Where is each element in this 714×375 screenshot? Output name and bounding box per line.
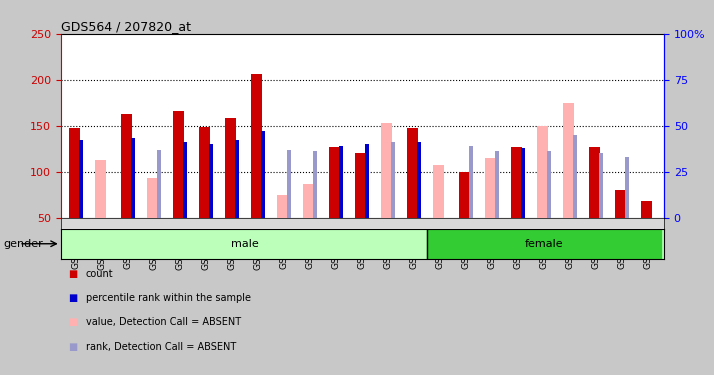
Bar — [157, 150, 161, 217]
Bar — [573, 135, 577, 218]
Bar — [599, 153, 603, 218]
Text: GDS564 / 207820_at: GDS564 / 207820_at — [61, 20, 191, 33]
Bar — [287, 150, 291, 217]
Text: rank, Detection Call = ABSENT: rank, Detection Call = ABSENT — [86, 342, 236, 352]
Bar — [495, 152, 499, 217]
Text: ■: ■ — [68, 293, 77, 303]
Bar — [131, 138, 135, 218]
Bar — [563, 103, 574, 218]
Bar — [209, 144, 213, 218]
Bar — [69, 128, 80, 217]
Text: ■: ■ — [68, 269, 77, 279]
Bar — [199, 126, 210, 218]
Text: ■: ■ — [68, 342, 77, 352]
Text: female: female — [525, 239, 564, 249]
Bar — [417, 142, 421, 218]
Bar — [547, 152, 551, 217]
Bar — [355, 153, 366, 218]
Text: count: count — [86, 269, 114, 279]
Bar — [79, 140, 83, 218]
Bar — [459, 172, 470, 217]
Bar — [173, 111, 184, 218]
Bar — [537, 126, 548, 218]
Bar — [469, 152, 473, 217]
Bar — [225, 118, 236, 218]
Bar — [407, 128, 418, 217]
Bar — [521, 148, 525, 217]
Bar — [329, 147, 340, 218]
Bar — [615, 190, 626, 217]
Bar — [261, 131, 265, 218]
Bar — [625, 157, 629, 218]
Bar — [147, 178, 158, 218]
Bar — [277, 195, 288, 217]
Bar — [391, 142, 395, 218]
Text: ■: ■ — [68, 318, 77, 327]
Bar — [95, 160, 106, 218]
Bar — [339, 146, 343, 218]
Bar — [251, 74, 262, 217]
Bar — [381, 123, 392, 218]
Bar — [486, 158, 496, 218]
Bar — [313, 152, 317, 217]
Text: value, Detection Call = ABSENT: value, Detection Call = ABSENT — [86, 318, 241, 327]
Bar — [589, 147, 600, 218]
Text: percentile rank within the sample: percentile rank within the sample — [86, 293, 251, 303]
Text: male: male — [231, 239, 259, 249]
Bar — [365, 144, 369, 218]
Bar — [641, 201, 652, 217]
Bar — [183, 142, 187, 218]
Bar — [511, 147, 522, 218]
Bar — [433, 165, 444, 218]
Bar — [121, 114, 132, 218]
Text: gender: gender — [4, 239, 44, 249]
Bar — [303, 183, 314, 218]
Bar — [469, 146, 473, 218]
Bar — [235, 140, 239, 218]
